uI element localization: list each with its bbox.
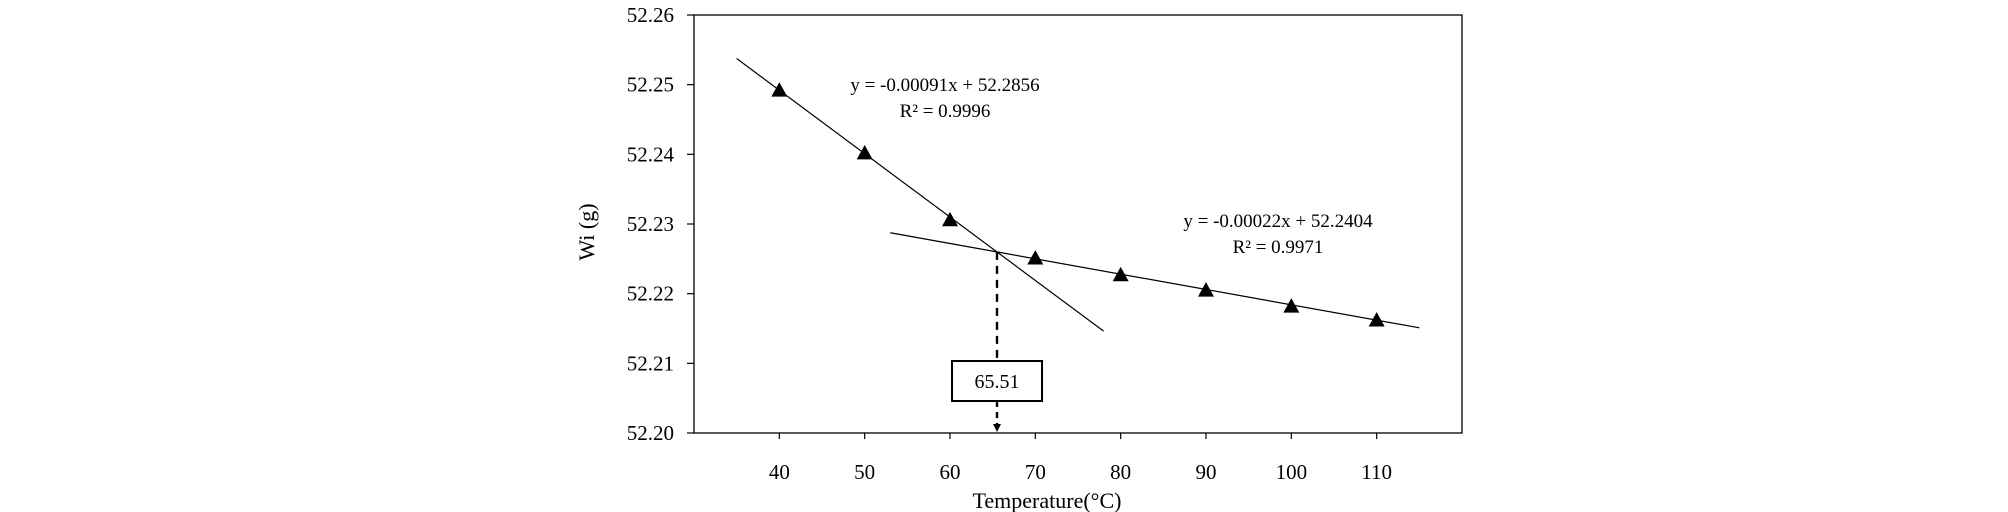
data-point <box>771 82 788 97</box>
x-tick-label: 50 <box>854 460 875 484</box>
x-tick-label: 90 <box>1196 460 1217 484</box>
data-point <box>1112 266 1129 282</box>
x-tick-label: 80 <box>1110 460 1131 484</box>
y-tick-label: 52.23 <box>627 212 674 236</box>
trendline-1-r2: R² = 0.9996 <box>900 101 991 122</box>
x-tick-label: 110 <box>1361 460 1392 484</box>
x-axis-label: Temperature(°C) <box>973 488 1122 512</box>
trendline-2 <box>890 232 1420 329</box>
x-tick-label: 40 <box>769 460 790 484</box>
data-point <box>942 211 958 227</box>
intersection-arrow-head <box>993 424 1002 432</box>
trendlines <box>736 58 1420 332</box>
x-tick-label: 60 <box>940 460 961 484</box>
y-tick-label: 52.22 <box>627 282 674 306</box>
data-point <box>1368 312 1385 327</box>
data-points <box>771 82 1385 327</box>
trendline-2-equation: y = -0.00022x + 52.2404 <box>1183 211 1373 232</box>
intersection-marker: 65.51 <box>951 251 1044 432</box>
trendline-1-equation: y = -0.00091x + 52.2856 <box>850 75 1039 96</box>
y-axis-label: Wi (g) <box>574 203 599 260</box>
x-tick-label: 70 <box>1025 460 1046 484</box>
intersection-value-label: 65.51 <box>975 371 1020 393</box>
y-tick-label: 52.21 <box>627 351 674 375</box>
data-point <box>1027 250 1044 265</box>
y-axis-ticks: 52.20 52.21 52.22 52.23 52.24 52.25 52.26 <box>627 3 694 445</box>
x-axis-ticks: 40 50 60 70 80 90 100 110 <box>769 433 1392 484</box>
plot-area <box>693 14 1463 434</box>
data-point <box>856 144 873 160</box>
trendline-1 <box>736 58 1104 332</box>
data-point <box>1198 282 1214 297</box>
y-tick-label: 52.25 <box>627 73 674 97</box>
y-tick-label: 52.26 <box>627 3 674 27</box>
y-tick-label: 52.20 <box>627 421 674 445</box>
x-tick-label: 100 <box>1276 460 1308 484</box>
data-point <box>1283 298 1300 313</box>
y-tick-label: 52.24 <box>627 142 675 166</box>
intersection-value-box <box>951 360 1044 402</box>
trendline-2-r2: R² = 0.9971 <box>1233 237 1324 258</box>
